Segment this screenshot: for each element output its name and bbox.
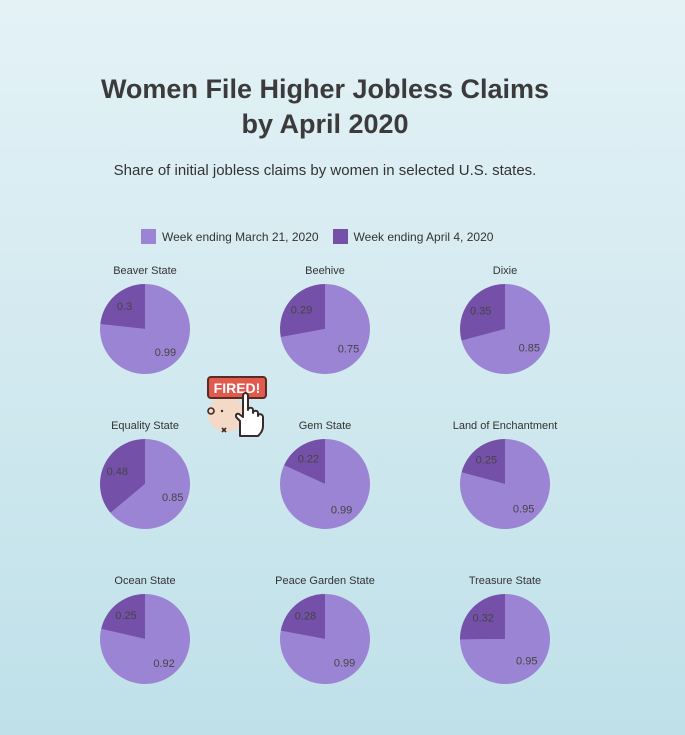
- legend-swatch-march: [141, 229, 156, 244]
- fired-hand-icon: FIRED!: [207, 376, 267, 437]
- data-label-ocean-state-march: 0.92: [153, 658, 174, 670]
- pie-equality-state: Equality State 0.85 0.48: [100, 420, 191, 529]
- pie-slice-beehive-april[interactable]: [280, 284, 325, 338]
- data-label-beehive-april: 0.29: [291, 304, 312, 316]
- data-label-dixie-march: 0.85: [519, 343, 540, 355]
- legend-item-march[interactable]: Week ending March 21, 2020: [141, 229, 319, 244]
- pie-beehive: Beehive 0.75 0.29: [280, 265, 370, 375]
- legend-swatch-april: [332, 229, 348, 244]
- pie-slice-gem-state-april[interactable]: [284, 439, 325, 484]
- data-label-beaver-state-march: 0.99: [155, 347, 176, 359]
- pie-slice-beaver-state-march[interactable]: [100, 284, 191, 375]
- pie-slice-dixie-march[interactable]: [461, 284, 550, 375]
- pie-title-land-of-enchantment: Land of Enchantment: [453, 420, 558, 432]
- pie-slice-beehive-march[interactable]: [280, 284, 370, 375]
- pie-title-dixie: Dixie: [493, 265, 517, 277]
- pie-title-peace-garden-state: Peace Garden State: [275, 575, 375, 587]
- pie-title-gem-state: Gem State: [299, 420, 352, 432]
- pie-title-beehive: Beehive: [305, 265, 345, 277]
- pie-slice-treasure-state-april[interactable]: [460, 594, 505, 640]
- legend: Week ending March 21, 2020 Week ending A…: [141, 229, 507, 244]
- pie-treasure-state: Treasure State 0.95 0.32: [460, 575, 550, 684]
- pie-slice-equality-state-april[interactable]: [100, 439, 145, 513]
- pie-slice-peace-garden-state-april[interactable]: [280, 594, 325, 639]
- data-label-gem-state-march: 0.99: [331, 505, 352, 517]
- pie-ocean-state: Ocean State 0.92 0.25: [99, 575, 191, 684]
- pie-peace-garden-state: Peace Garden State 0.99 0.28: [275, 575, 375, 685]
- data-label-equality-state-march: 0.85: [162, 492, 183, 504]
- pie-slice-treasure-state-march[interactable]: [460, 594, 550, 684]
- sticker-text: FIRED!: [214, 380, 261, 396]
- data-label-peace-garden-state-april: 0.28: [295, 610, 316, 622]
- data-label-peace-garden-state-march: 0.99: [334, 658, 355, 670]
- legend-label-april: Week ending April 4, 2020: [353, 229, 494, 244]
- chart-title-line-1: Women File Higher Jobless Claims: [100, 74, 550, 104]
- pie-title-ocean-state: Ocean State: [114, 575, 175, 587]
- pie-slice-land-of-enchantment-march[interactable]: [460, 439, 550, 530]
- chart-subtitle: Share of initial jobless claims by women…: [113, 162, 537, 179]
- data-label-beaver-state-april: 0.3: [117, 301, 132, 313]
- data-label-land-of-enchantment-march: 0.95: [513, 503, 534, 515]
- data-label-equality-state-april: 0.48: [107, 466, 128, 478]
- data-label-beehive-march: 0.75: [338, 344, 359, 356]
- pie-slice-land-of-enchantment-april[interactable]: [461, 439, 505, 484]
- legend-item-april[interactable]: Week ending April 4, 2020: [332, 229, 494, 244]
- data-label-dixie-april: 0.35: [470, 305, 491, 317]
- pie-slice-beaver-state-april[interactable]: [100, 284, 145, 329]
- data-label-treasure-state-april: 0.32: [473, 612, 494, 624]
- pie-title-beaver-state: Beaver State: [113, 265, 177, 277]
- chart-title: Women File Higher Jobless Claims by Apri…: [0, 72, 650, 142]
- pie-land-of-enchantment: Land of Enchantment 0.95 0.25: [453, 420, 558, 530]
- pie-title-equality-state: Equality State: [111, 420, 179, 432]
- data-label-gem-state-april: 0.22: [298, 453, 319, 465]
- pie-beaver-state: Beaver State 0.99 0.3: [100, 265, 191, 375]
- data-label-ocean-state-april: 0.25: [115, 610, 136, 622]
- chart-title-line-2: by April 2020: [241, 109, 409, 139]
- pie-slice-equality-state-march[interactable]: [110, 439, 191, 529]
- data-label-land-of-enchantment-april: 0.25: [476, 455, 497, 467]
- data-label-treasure-state-march: 0.95: [516, 656, 537, 668]
- pie-slice-ocean-state-april[interactable]: [101, 594, 145, 639]
- pie-dixie: Dixie 0.85 0.35: [459, 265, 550, 375]
- pie-slice-dixie-april[interactable]: [459, 284, 505, 341]
- pie-title-treasure-state: Treasure State: [469, 575, 541, 587]
- pie-gem-state: Gem State 0.99 0.22: [280, 420, 370, 529]
- legend-label-march: Week ending March 21, 2020: [162, 229, 319, 244]
